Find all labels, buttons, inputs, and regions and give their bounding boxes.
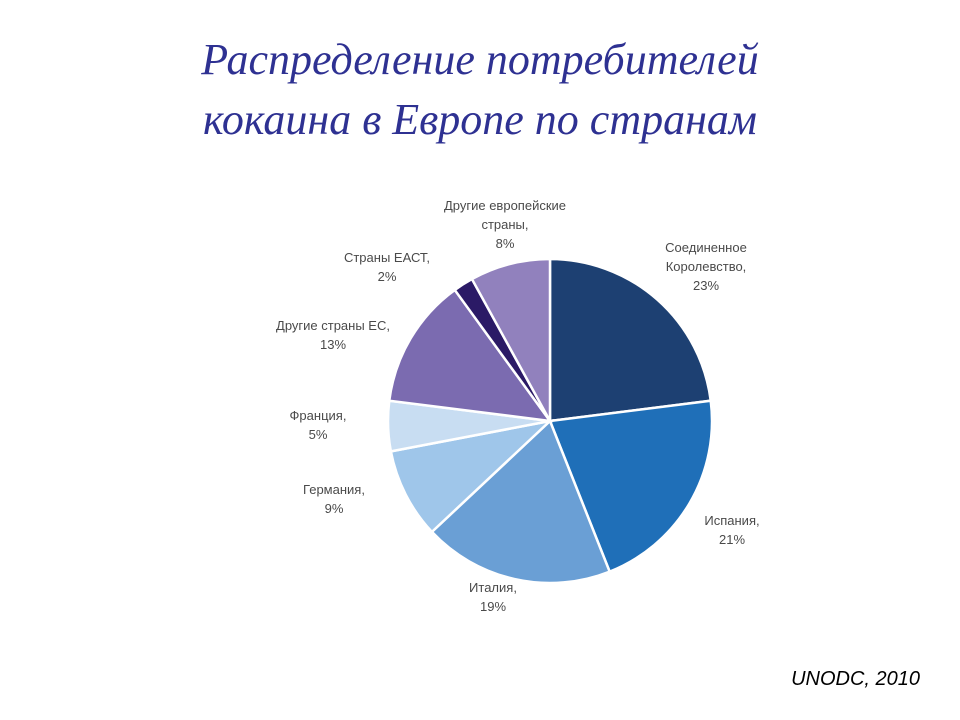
pie-slices [386,257,714,585]
pie-slice-2 [548,399,714,574]
slide-title-line-1: Распределение потребителей [201,35,759,84]
pie-labels: Соединенное Королевство, 23% Испания, 21% Ита… [276,198,760,614]
slide-title: Распределение потребителей кокаина в Евр… [0,30,960,150]
pie-slice-label-5: Франция, 5% [290,408,347,442]
pie-slice-label-7: Страны ЕАСТ, 2% [344,250,430,284]
pie-slice-label-6: Другие страны ЕС, 13% [276,318,390,352]
pie-slice-3 [430,418,612,585]
pie-slice-4 [389,418,554,534]
pie-slice-label-1: Соединенное Королевство, 23% [665,240,747,293]
pie-slice-6 [387,288,553,423]
slide-title-line-2: кокаина в Европе по странам [202,95,758,144]
pie-slice-1 [548,257,713,423]
pie-slice-label-2: Испания, 21% [704,513,759,547]
pie-slice-label-8: Другие европейские страны, 8% [444,198,566,251]
pie-slice-label-4: Германия, 9% [303,482,365,516]
source-credit: UNODC, 2010 [791,668,920,690]
pie-slice-8 [470,257,552,422]
pie-slice-label-3: Италия, 19% [469,580,517,614]
